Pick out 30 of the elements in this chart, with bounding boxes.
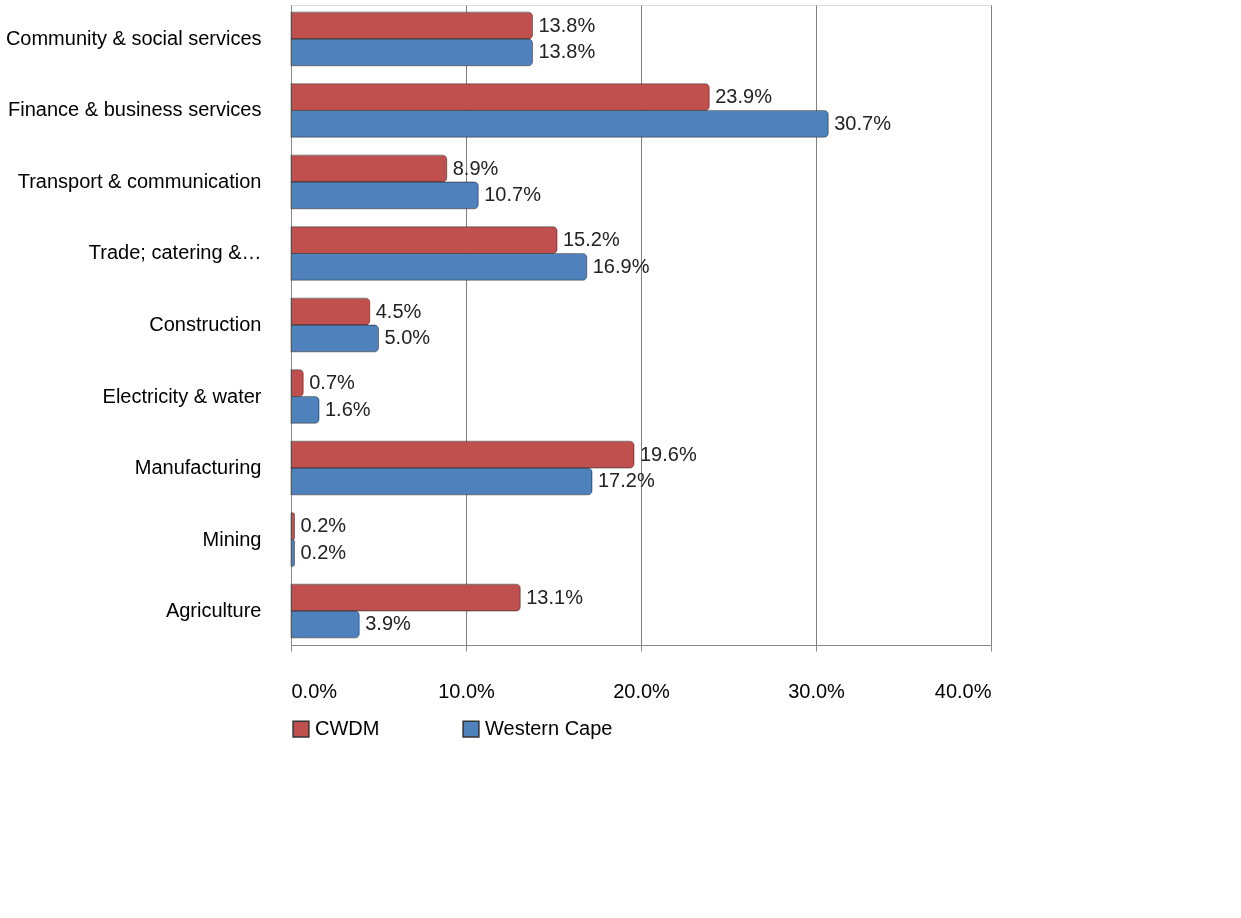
y-tick-label: Trade; catering &… [88,241,262,264]
data-label: 0.7% [309,371,356,394]
data-label: 15.2% [563,228,620,251]
x-tick-label: 40.0% [934,679,992,702]
y-tick-label: Manufacturing [134,456,262,479]
x-tick-label: 10.0% [438,679,496,702]
y-tick-label: Transport & communication [17,169,262,192]
data-label: 13.8% [538,40,596,63]
x-tick-label: 30.0% [788,679,846,702]
data-label: 3.9% [365,612,412,635]
data-label: 10.7% [484,183,542,206]
legend-label: CWDM [315,717,380,740]
y-tick-label: Agriculture [165,599,262,622]
legend-label: Western Cape [485,717,613,740]
data-label: 13.1% [526,585,584,608]
data-label: 0.2% [300,540,347,563]
data-label: 4.5% [375,299,422,322]
y-tick-label: Finance & business services [8,98,262,121]
y-tick-label: Mining [202,527,262,550]
y-tick-label: Electricity & water [102,384,262,407]
data-label: 0.2% [300,514,347,537]
data-label: 23.9% [715,85,773,108]
data-label: 13.8% [538,13,596,36]
x-tick-label: 20.0% [613,679,671,702]
y-tick-label: Construction [149,313,262,335]
x-tick-label: 0.0% [291,679,338,702]
data-label: 5.0% [384,326,431,349]
data-label: 1.6% [325,397,371,420]
y-tick-label: Community & social services [5,26,262,49]
data-label: 30.7% [834,111,892,134]
